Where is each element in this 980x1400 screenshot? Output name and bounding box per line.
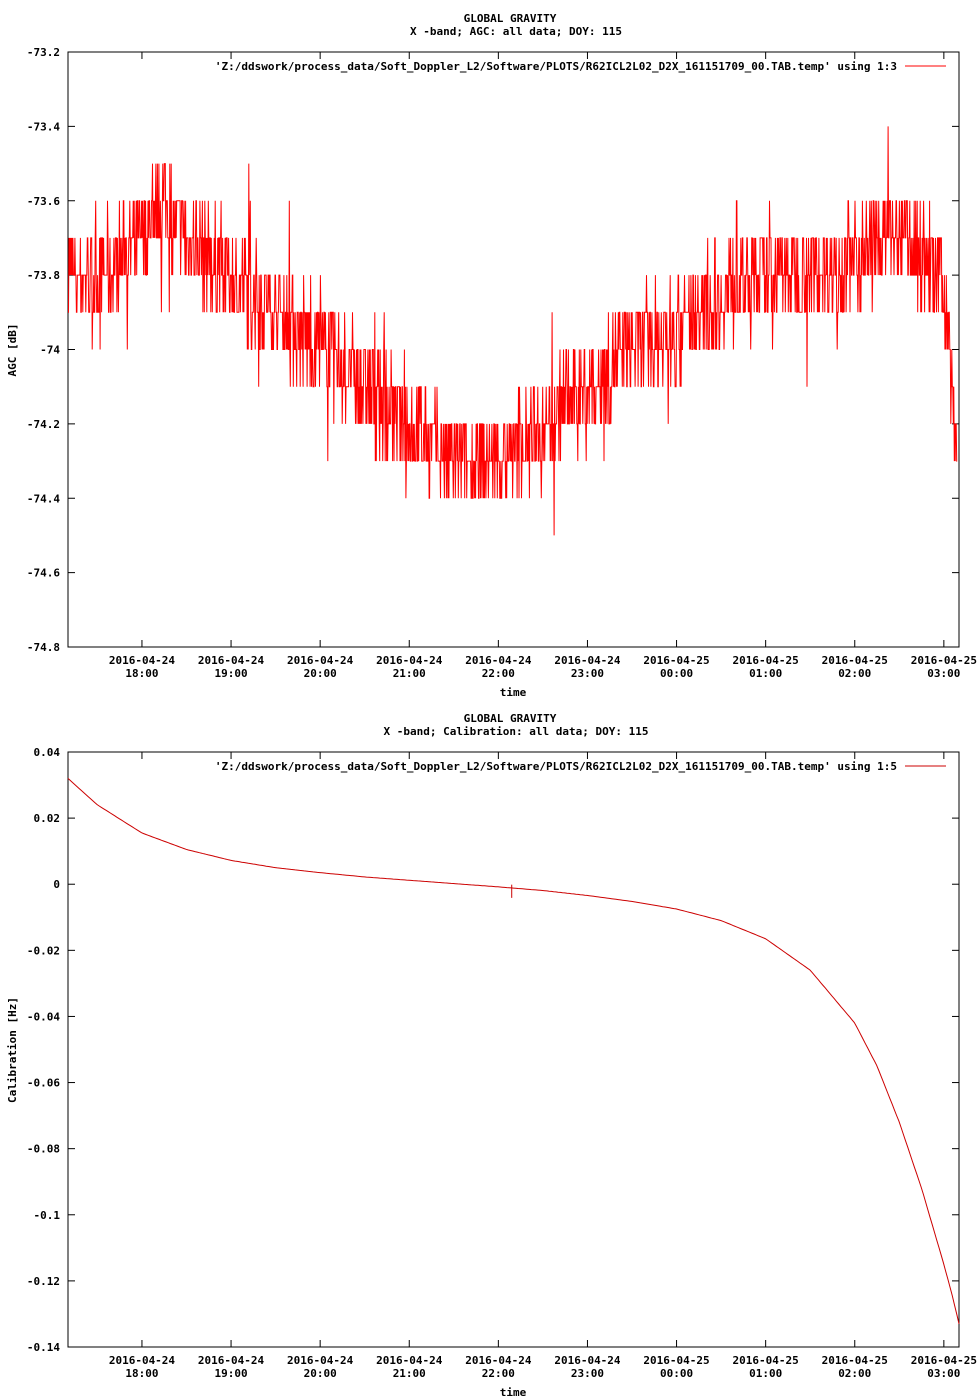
x-tick-time: 19:00: [214, 1367, 247, 1380]
calibration-plot-frame: [67, 751, 960, 1348]
calibration-chart: GLOBAL GRAVITY X -band; Calibration: all…: [6, 712, 977, 1399]
y-tick-label: -0.06: [27, 1077, 60, 1090]
y-tick-label: -74.4: [27, 492, 60, 505]
x-tick-date: 2016-04-24: [376, 654, 443, 667]
calibration-x-axis-label: time: [500, 1386, 527, 1399]
calibration-x-ticks: 2016-04-2418:002016-04-2419:002016-04-24…: [109, 752, 977, 1380]
x-tick-date: 2016-04-25: [733, 1354, 799, 1367]
y-tick-label: 0: [53, 878, 60, 891]
x-tick-date: 2016-04-25: [822, 1354, 888, 1367]
agc-y-axis-label: AGC [dB]: [6, 324, 19, 377]
agc-chart-subtitle: X -band; AGC: all data; DOY: 115: [410, 25, 622, 38]
x-tick-time: 19:00: [214, 667, 247, 680]
x-tick-date: 2016-04-24: [465, 1354, 532, 1367]
x-tick-time: 20:00: [304, 667, 337, 680]
calibration-chart-title: GLOBAL GRAVITY: [464, 712, 557, 725]
y-tick-label: -74.6: [27, 567, 60, 580]
y-tick-label: -0.08: [27, 1143, 60, 1156]
agc-x-axis-label: time: [500, 686, 527, 699]
agc-x-ticks: 2016-04-2418:002016-04-2419:002016-04-24…: [109, 52, 977, 680]
y-tick-label: -73.2: [27, 46, 60, 59]
agc-chart-title: GLOBAL GRAVITY: [464, 12, 557, 25]
x-tick-time: 01:00: [749, 667, 782, 680]
y-tick-label: -0.14: [27, 1341, 60, 1354]
x-tick-date: 2016-04-24: [287, 654, 354, 667]
x-tick-date: 2016-04-25: [733, 654, 799, 667]
agc-series-line: [68, 126, 958, 536]
x-tick-time: 03:00: [927, 1367, 960, 1380]
x-tick-time: 01:00: [749, 1367, 782, 1380]
x-tick-date: 2016-04-24: [465, 654, 532, 667]
x-tick-time: 23:00: [571, 667, 604, 680]
calibration-series-line: [67, 778, 960, 1325]
y-tick-label: 0.04: [34, 746, 61, 759]
agc-legend-label: 'Z:/ddswork/process_data/Soft_Doppler_L2…: [215, 60, 897, 73]
x-tick-date: 2016-04-24: [554, 1354, 621, 1367]
x-tick-time: 03:00: [927, 667, 960, 680]
y-tick-label: -74: [40, 344, 60, 357]
y-tick-label: -0.1: [34, 1209, 61, 1222]
x-tick-time: 18:00: [125, 1367, 158, 1380]
x-tick-date: 2016-04-24: [376, 1354, 443, 1367]
x-tick-date: 2016-04-25: [911, 1354, 977, 1367]
y-tick-label: -73.6: [27, 195, 60, 208]
x-tick-time: 00:00: [660, 667, 693, 680]
x-tick-time: 00:00: [660, 1367, 693, 1380]
calibration-y-axis-label: Calibration [Hz]: [6, 997, 19, 1103]
x-tick-date: 2016-04-24: [109, 654, 176, 667]
calibration-legend-label: 'Z:/ddswork/process_data/Soft_Doppler_L2…: [215, 760, 897, 773]
x-tick-time: 02:00: [838, 1367, 871, 1380]
x-tick-date: 2016-04-24: [109, 1354, 176, 1367]
y-tick-label: -73.8: [27, 269, 60, 282]
agc-chart: GLOBAL GRAVITY X -band; AGC: all data; D…: [6, 12, 977, 699]
calibration-y-ticks: 0.04 0.02 0 -0.02 -0.04 -0.06 -0.08 -0.1 -0.12 -0…: [27, 746, 959, 1354]
x-tick-time: 21:00: [393, 667, 426, 680]
x-tick-date: 2016-04-25: [643, 654, 709, 667]
x-tick-time: 22:00: [482, 667, 515, 680]
y-tick-label: -74.8: [27, 641, 60, 654]
y-tick-label: -73.4: [27, 120, 60, 133]
x-tick-time: 20:00: [304, 1367, 337, 1380]
x-tick-date: 2016-04-24: [287, 1354, 354, 1367]
x-tick-time: 23:00: [571, 1367, 604, 1380]
x-tick-date: 2016-04-25: [822, 654, 888, 667]
agc-y-ticks: -73.2 -73.4 -73.6 -73.8 -74 -74.2 -74.4 -74.6 -7…: [27, 46, 959, 654]
agc-plot-frame: [67, 51, 960, 648]
x-tick-date: 2016-04-24: [554, 654, 621, 667]
y-tick-label: -0.02: [27, 944, 60, 957]
x-tick-time: 21:00: [393, 1367, 426, 1380]
x-tick-time: 22:00: [482, 1367, 515, 1380]
y-tick-label: -74.2: [27, 418, 60, 431]
x-tick-date: 2016-04-25: [911, 654, 977, 667]
x-tick-time: 18:00: [125, 667, 158, 680]
x-tick-date: 2016-04-24: [198, 1354, 265, 1367]
y-tick-label: -0.04: [27, 1010, 60, 1023]
y-tick-label: -0.12: [27, 1275, 60, 1288]
calibration-chart-subtitle: X -band; Calibration: all data; DOY: 115: [384, 725, 649, 738]
x-tick-time: 02:00: [838, 667, 871, 680]
x-tick-date: 2016-04-24: [198, 654, 265, 667]
x-tick-date: 2016-04-25: [643, 1354, 709, 1367]
y-tick-label: 0.02: [34, 812, 61, 825]
